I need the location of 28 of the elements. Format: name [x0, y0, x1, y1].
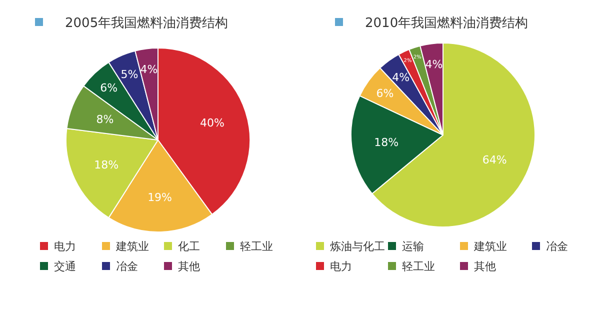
- legend-label: 冶金: [116, 260, 138, 273]
- data-label: 5%: [120, 68, 138, 82]
- data-label: 18%: [374, 136, 399, 150]
- legend-label: 轻工业: [240, 240, 273, 253]
- legend-label: 建筑业: [115, 240, 149, 253]
- data-label: 6%: [100, 82, 118, 95]
- legend-label: 轻工业: [402, 260, 435, 273]
- chart-title: 2010年我国燃料油消费结构: [365, 16, 528, 31]
- legend-label: 其他: [178, 260, 200, 273]
- legend-label: 运输: [402, 240, 424, 253]
- data-label: 40%: [200, 116, 224, 130]
- legend-label: 交通: [54, 260, 76, 273]
- data-label: 19%: [148, 191, 172, 204]
- legend-label: 化工: [178, 240, 200, 253]
- legend-label: 电力: [330, 260, 352, 273]
- legend-label: 其他: [474, 260, 496, 273]
- legend-label: 电力: [54, 240, 76, 253]
- data-label: 18%: [94, 158, 119, 172]
- legend-label: 建筑业: [473, 240, 507, 253]
- data-label: 64%: [482, 153, 507, 166]
- data-label: 4%: [140, 62, 158, 76]
- chart-title: 2005年我国燃料油消费结构: [65, 16, 228, 31]
- data-label: 8%: [96, 113, 114, 126]
- data-label: 4%: [425, 58, 443, 71]
- data-label: 4%: [392, 70, 410, 84]
- data-label: 6%: [376, 86, 394, 100]
- legend-label: 炼油与化工: [330, 240, 385, 253]
- legend-label: 冶金: [546, 240, 568, 253]
